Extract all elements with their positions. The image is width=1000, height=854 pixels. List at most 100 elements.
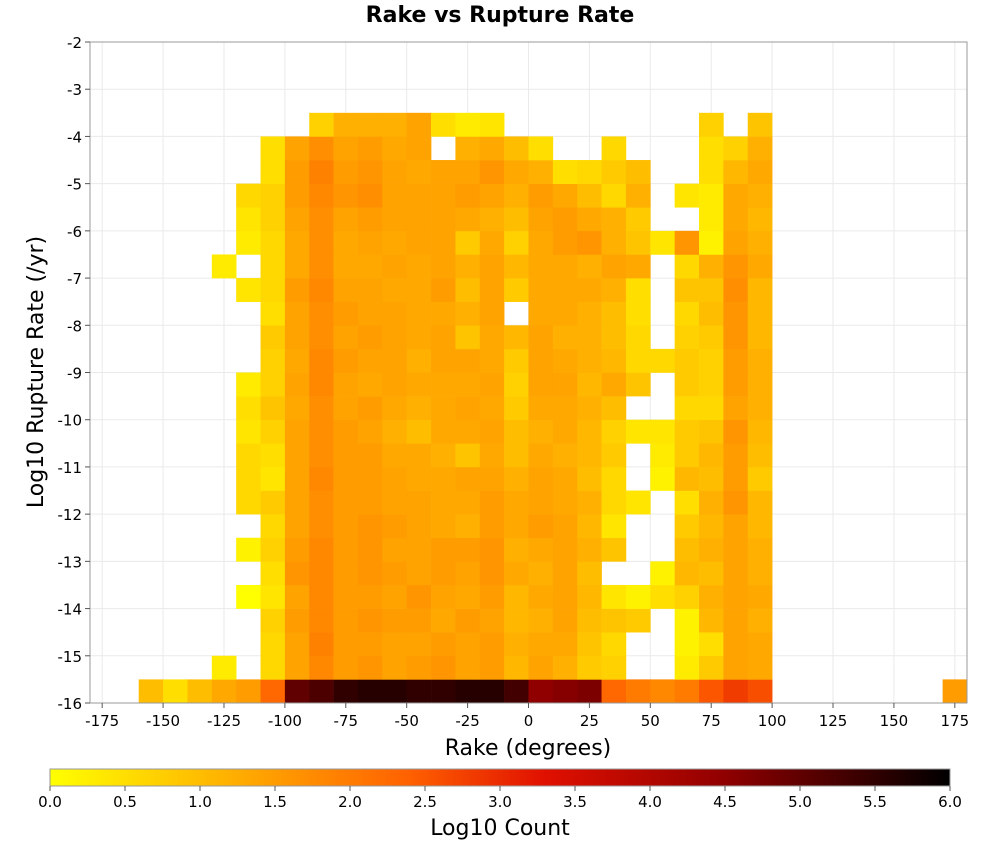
heatmap-cell bbox=[382, 136, 407, 161]
heatmap-cell bbox=[723, 466, 749, 491]
heatmap-cell bbox=[382, 443, 407, 468]
heatmap-cell bbox=[236, 372, 261, 397]
y-axis-ticks: -2 -3 -4 -5 -6 -7 -8 -9 -10 -11 -12 -13 -14 -15 -16 bbox=[58, 34, 90, 713]
heatmap-cell bbox=[284, 419, 310, 444]
heatmap-cell bbox=[357, 183, 383, 208]
heatmap-cell bbox=[455, 254, 481, 279]
heatmap-cell bbox=[723, 207, 749, 232]
heatmap-cell bbox=[455, 278, 481, 302]
heatmap-cell bbox=[504, 608, 529, 633]
y-tick-label: -6 bbox=[67, 223, 82, 241]
heatmap-cell bbox=[333, 160, 359, 184]
heatmap-cell bbox=[236, 466, 261, 491]
heatmap-cell bbox=[455, 419, 481, 444]
heatmap-cell bbox=[699, 514, 724, 539]
heatmap-cell bbox=[577, 372, 602, 397]
heatmap-cell bbox=[431, 230, 456, 255]
heatmap-cell bbox=[723, 584, 749, 609]
heatmap-cell bbox=[333, 419, 359, 444]
heatmap-cell bbox=[284, 679, 310, 704]
heatmap-cell bbox=[504, 348, 529, 373]
heatmap-cell bbox=[723, 632, 749, 657]
heatmap-cell bbox=[723, 136, 749, 161]
heatmap-cell bbox=[528, 514, 554, 539]
heatmap-cell bbox=[284, 325, 310, 350]
heatmap-cell bbox=[625, 230, 651, 255]
colorbar-tick-label: 3.5 bbox=[563, 793, 587, 811]
heatmap-cell bbox=[528, 230, 554, 255]
heatmap-cell bbox=[674, 655, 700, 680]
heatmap-cell bbox=[747, 301, 773, 326]
heatmap-cell bbox=[601, 301, 627, 326]
heatmap-cell bbox=[552, 372, 578, 397]
heatmap-cell bbox=[455, 466, 481, 491]
heatmap-cell bbox=[699, 136, 724, 161]
heatmap-cell bbox=[528, 655, 554, 680]
heatmap-cell bbox=[406, 254, 432, 279]
heatmap-cell bbox=[455, 537, 481, 562]
heatmap-cell bbox=[699, 254, 724, 279]
heatmap-cell bbox=[723, 419, 749, 444]
heatmap-cell bbox=[650, 419, 675, 444]
y-tick-label: -10 bbox=[58, 412, 83, 430]
heatmap-cell bbox=[723, 679, 749, 704]
x-tick-label: 25 bbox=[580, 712, 599, 730]
heatmap-cell bbox=[284, 136, 310, 161]
heatmap-cell bbox=[406, 396, 432, 421]
heatmap-cell bbox=[625, 348, 651, 373]
heatmap-cell bbox=[723, 230, 749, 255]
heatmap-cell bbox=[455, 632, 481, 657]
heatmap-cell bbox=[747, 230, 773, 255]
heatmap-cell bbox=[357, 632, 383, 657]
heatmap-cell bbox=[577, 348, 602, 373]
heatmap-cell bbox=[284, 608, 310, 633]
heatmap-cell bbox=[723, 348, 749, 373]
heatmap-cell bbox=[601, 608, 627, 633]
colorbar-ticks: 0.0 0.5 1.0 1.5 2.0 2.5 3.0 3.5 4.0 4.5 5.0 5.5 6.0 bbox=[38, 786, 962, 811]
heatmap-cell bbox=[674, 254, 700, 279]
heatmap-cell bbox=[455, 207, 481, 232]
heatmap-cell bbox=[333, 254, 359, 279]
heatmap-cell bbox=[552, 490, 578, 515]
heatmap-cell bbox=[552, 537, 578, 562]
heatmap-cell bbox=[650, 466, 675, 491]
heatmap-cell bbox=[577, 443, 602, 468]
heatmap-cell bbox=[455, 348, 481, 373]
heatmap-cell bbox=[625, 160, 651, 184]
heatmap-cell bbox=[504, 160, 529, 184]
heatmap-cell bbox=[747, 278, 773, 302]
heatmap-cell bbox=[309, 679, 334, 704]
heatmap-cell bbox=[723, 396, 749, 421]
heatmap-cell bbox=[577, 278, 602, 302]
x-tick-label: -100 bbox=[268, 712, 302, 730]
heatmap-cell bbox=[699, 183, 724, 208]
y-tick-label: -14 bbox=[58, 601, 83, 619]
heatmap-cell bbox=[333, 230, 359, 255]
heatmap-cell bbox=[309, 514, 334, 539]
heatmap-cell bbox=[333, 348, 359, 373]
heatmap-cell bbox=[674, 466, 700, 491]
heatmap-cell bbox=[601, 160, 627, 184]
heatmap-cell bbox=[236, 278, 261, 302]
heatmap-cell bbox=[455, 112, 481, 137]
heatmap-cell bbox=[357, 537, 383, 562]
heatmap-cell bbox=[699, 160, 724, 184]
heatmap-cell bbox=[528, 584, 554, 609]
heatmap-cell bbox=[699, 655, 724, 680]
heatmap-cell bbox=[260, 443, 286, 468]
heatmap-cell bbox=[333, 537, 359, 562]
heatmap-cell bbox=[601, 632, 627, 657]
heatmap-cell bbox=[260, 183, 286, 208]
heatmap-cell bbox=[479, 160, 505, 184]
heatmap-cell bbox=[552, 514, 578, 539]
heatmap-cell bbox=[333, 490, 359, 515]
heatmap-cell bbox=[747, 632, 773, 657]
heatmap-cell bbox=[431, 490, 456, 515]
heatmap-cell bbox=[406, 466, 432, 491]
heatmap-cell bbox=[260, 632, 286, 657]
heatmap-cell bbox=[625, 207, 651, 232]
heatmap-cell bbox=[699, 396, 724, 421]
heatmap-cell bbox=[504, 466, 529, 491]
heatmap-cell bbox=[601, 372, 627, 397]
heatmap-cell bbox=[528, 466, 554, 491]
